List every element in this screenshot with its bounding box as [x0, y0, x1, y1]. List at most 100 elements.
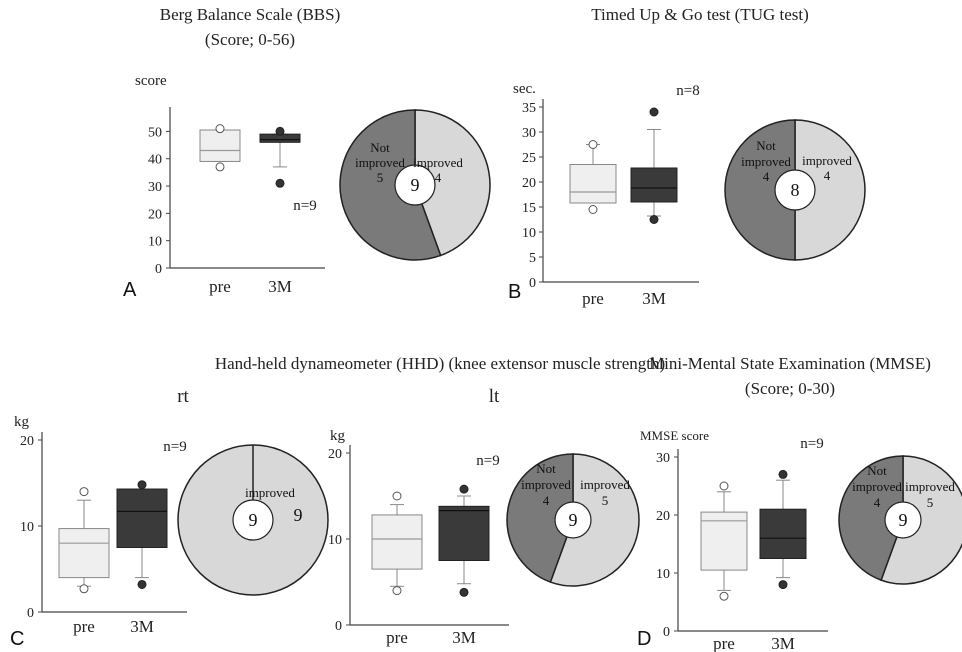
panel0-panel-letter: A	[123, 279, 137, 301]
panel0-y-tick-label: 20	[148, 207, 162, 222]
panel2-pie-center	[232, 499, 274, 541]
panel4-pie-label-not_improved: Not	[867, 463, 887, 478]
panel3-outlier-open-pre	[392, 586, 402, 596]
panel0-y-tick-label: 10	[148, 235, 162, 250]
panel4-y-tick-label: 30	[656, 451, 670, 466]
panel0-n-label: n=9	[293, 198, 316, 214]
panel2-pie-label-improved: improved	[245, 485, 295, 500]
panel2-y-tick-label: 10	[20, 520, 34, 535]
panel4-outlier-open-pre	[719, 481, 729, 491]
panel0-pie-label-not_improved: 5	[377, 170, 384, 185]
panel4-n-label: n=9	[800, 436, 823, 452]
panel1-pie-center	[774, 169, 816, 211]
panel3-box-3M	[438, 505, 490, 562]
panel3-pie-center	[554, 501, 592, 539]
panel1-pie-label-not_improved: Not	[756, 138, 776, 153]
panel0-pie-center	[394, 164, 436, 206]
panel4-x-category-label: pre	[713, 634, 735, 652]
panel2-outlier-open-pre	[79, 584, 89, 594]
panel3-pie-center-label: 9	[569, 510, 578, 530]
panel4-box-pre	[700, 511, 748, 571]
panel0-outlier-open-pre	[215, 124, 225, 134]
panel3-pie-label-not_improved: Not	[536, 461, 556, 476]
hhd-group-title: Hand-held dynameometer (HHD) (knee exten…	[215, 354, 665, 373]
panel1-n-label: n=8	[676, 83, 699, 99]
panel2-outlier-open-pre	[79, 487, 89, 497]
panel1-y-tick-label: 30	[522, 126, 536, 141]
panel1-outlier-open-pre	[588, 140, 598, 149]
panel4-title-line: Mini-Mental State Examination (MMSE)	[649, 354, 931, 373]
panel2-n-label: n=9	[163, 439, 186, 455]
panel4-panel-letter: D	[637, 628, 651, 650]
panel2-outlier-filled-3M	[137, 579, 147, 589]
panel1-outlier-open-pre	[588, 205, 598, 214]
panel0-pie-slice-improved	[414, 109, 491, 257]
panel1-ylabel: sec.	[513, 81, 536, 97]
panel0-title-line: (Score; 0-56)	[205, 30, 295, 49]
panel4-ylabel: MMSE score	[640, 428, 709, 443]
panel0-outlier-filled-3M	[275, 178, 285, 188]
panel3-y-tick-label: 0	[335, 619, 342, 634]
panel0-title-line: Berg Balance Scale (BBS)	[160, 5, 341, 24]
panel0-y-tick-label: 30	[148, 180, 162, 195]
panel3-y-tick-label: 10	[328, 533, 342, 548]
panel2-box-3M	[116, 488, 168, 548]
panel3-pie-label-improved: improved	[580, 477, 630, 492]
panel4-pie-center-label: 9	[899, 510, 908, 530]
panel1-x-category-label: 3M	[642, 289, 666, 308]
panel1-y-tick-label: 15	[522, 201, 536, 216]
panel3-outlier-open-pre	[392, 491, 402, 501]
panel2-y-tick-label: 20	[20, 434, 34, 449]
panel0-ylabel: score	[135, 73, 167, 89]
panel0-pie-label-improved: 4	[435, 170, 442, 185]
panel4-x-category-label: 3M	[771, 634, 795, 652]
panel1-y-tick-label: 10	[522, 226, 536, 241]
panel0-pie-center-label: 9	[411, 175, 420, 195]
panel3-pie-slice-improved	[549, 453, 640, 587]
panel1-pie-slice-not-improved	[724, 119, 796, 261]
panel1-outlier-filled-3M	[649, 215, 659, 224]
panel1-y-tick-label: 5	[529, 251, 536, 266]
panel1-pie-slice-improved	[794, 119, 866, 261]
panel3-pie-label-not_improved: 4	[543, 493, 550, 508]
panel3-n-label: n=9	[476, 453, 499, 469]
panel0-y-tick-label: 0	[155, 262, 162, 277]
panel0-pie-slice-not-improved	[339, 109, 442, 261]
panel3-pie-slice-not-improved	[506, 453, 574, 583]
panel1-y-tick-label: 20	[522, 176, 536, 191]
panel0-pie-label-not_improved: Not	[370, 140, 390, 155]
panel2-box-pre	[58, 528, 110, 579]
panel4-y-tick-label: 10	[656, 567, 670, 582]
panel4-pie-slice-not-improved	[838, 455, 904, 582]
panel1-pie-label-improved: improved	[802, 153, 852, 168]
panel2-pie-value-label: 9	[294, 505, 303, 525]
panel3-x-category-label: 3M	[452, 628, 476, 647]
panel4-title-line: (Score; 0-30)	[745, 379, 835, 398]
panel4-outlier-filled-3M	[778, 580, 788, 590]
panel2-panel-letter: C	[10, 628, 24, 650]
panel1-pie-center-label: 8	[791, 180, 800, 200]
panel1-x-category-label: pre	[582, 289, 604, 308]
panel3-pie-label-not_improved: improved	[521, 477, 571, 492]
panel2-pie-center-label: 9	[249, 510, 258, 530]
panel0-y-tick-label: 50	[148, 125, 162, 140]
panel0-box-pre	[199, 129, 241, 162]
panel1-box-3M	[630, 167, 678, 203]
panel2-x-category-label: pre	[73, 617, 95, 636]
panel4-pie-label-improved: 5	[927, 495, 934, 510]
panel3-pie-label-improved: 5	[602, 493, 609, 508]
panel3-ylabel: kg	[330, 428, 346, 444]
panel1-pie-label-improved: 4	[824, 168, 831, 183]
panel3-outlier-filled-3M	[459, 587, 469, 597]
panel4-y-tick-label: 20	[656, 509, 670, 524]
panel0-x-category-label: 3M	[268, 277, 292, 296]
panel1-outlier-filled-3M	[649, 107, 659, 117]
panel1-title-line: Timed Up & Go test (TUG test)	[591, 5, 809, 24]
panel4-pie-label-not_improved: improved	[852, 479, 902, 494]
panel4-pie-center	[884, 501, 922, 539]
panel3-x-category-label: pre	[386, 628, 408, 647]
panel0-pie-label-improved: improved	[413, 155, 463, 170]
panel2-subtitle: rt	[177, 386, 189, 407]
panel2-ylabel: kg	[14, 414, 30, 430]
